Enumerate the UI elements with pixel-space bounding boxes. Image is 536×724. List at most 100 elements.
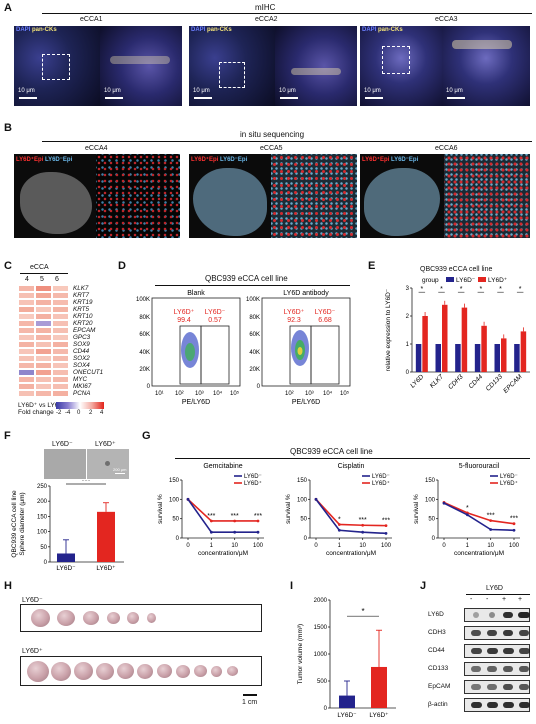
heatmap-cell [18, 306, 35, 313]
x-tick-label: EPCAM [502, 373, 524, 395]
colorbar-tick: 4 [100, 410, 104, 416]
x-tick-label: 1 [466, 543, 470, 549]
panck-tag: pan-CKs [207, 27, 232, 33]
line-pos [315, 498, 387, 527]
tumor [147, 613, 156, 623]
chart-i: 0 500 1000 1500 2000 LY6D⁻ LY6D⁺ * Tumor volume … [297, 598, 396, 719]
xtick: 10³ [195, 391, 204, 397]
tumor [27, 661, 49, 682]
data-point [384, 524, 388, 528]
mihc-zoom-3: 10 μm [442, 26, 530, 106]
xtick: 10⁴ [213, 390, 223, 397]
gate-label-pos: LY6D⁺ [174, 309, 195, 316]
wb-band [487, 684, 497, 690]
heatmap-cell [35, 320, 52, 327]
bar-pos [520, 331, 527, 372]
flow-plot-antibody-frame [261, 297, 351, 387]
xtick: 10⁴ [323, 390, 333, 397]
y-axis-label: Tumor volume (mm³) [297, 624, 304, 684]
tumor [107, 612, 120, 624]
flow-plot-blank-frame [151, 297, 241, 387]
y-tick-label: 50 [40, 545, 47, 551]
bar-neg [435, 344, 441, 372]
bar-neg [455, 344, 461, 372]
line-neg [187, 498, 258, 533]
heatmap-cell [35, 376, 52, 383]
y-tick-label: 150 [297, 478, 308, 484]
xtick: 10³ [305, 391, 314, 397]
wb-band [519, 684, 529, 690]
wb-strip [464, 608, 530, 622]
legend-swatch-pos [478, 277, 486, 282]
data-point [384, 531, 388, 535]
ly6d-neg-tag: LY6D⁻Epi [390, 157, 419, 163]
panel-label-a: A [4, 2, 12, 14]
x-axis-label: concentration/μM [454, 550, 504, 557]
heatmap-cell [18, 299, 35, 306]
heatmap-colorbar-ticks: -2 -4 0 2 4 [56, 410, 108, 418]
xtick: 10¹ [155, 391, 164, 397]
data-point [337, 528, 341, 532]
heatmap-cell [52, 355, 69, 362]
wb-band [518, 612, 530, 618]
heatmap-cell [18, 313, 35, 320]
bar-pos [442, 304, 448, 372]
x-tick-label: 1 [338, 543, 342, 549]
bar-pos [501, 338, 507, 372]
panel-label-d: D [118, 260, 126, 272]
wb-header: LY6D [486, 585, 503, 592]
x-tick-label: 100 [253, 543, 264, 549]
heatmap-col-4: 4 [25, 276, 29, 283]
xtick: 10⁵ [340, 390, 350, 397]
ly6d-pos-tag: LY6D⁺Epi [362, 157, 390, 163]
line-pos [187, 498, 258, 522]
tumor-row-pos [20, 656, 262, 686]
heatmap-cell [52, 327, 69, 334]
wb-band [518, 648, 530, 654]
sig-marker: * [479, 286, 482, 293]
heatmap-cell [35, 348, 52, 355]
bar-neg [514, 344, 520, 372]
ly6d-neg-tag: LY6D⁻Epi [219, 157, 248, 163]
legend-label-pos: LY6D⁺ [500, 480, 518, 487]
heatmap-cell [35, 334, 52, 341]
gate-neg-blank [200, 325, 230, 385]
sample-ecca3: eCCA3 [435, 16, 458, 23]
lane-sign: - [486, 596, 489, 603]
y-tick-label: 150 [169, 478, 180, 484]
wb-header-line [466, 594, 530, 595]
wb-protein-label: LY6D [428, 611, 444, 618]
heatmap-gene-label: EPCAM [73, 326, 96, 334]
sig-marker: * [499, 286, 502, 293]
ytick: 100K [136, 297, 150, 303]
heatmap-cell [18, 369, 35, 376]
tumor [157, 664, 172, 678]
heatmap-cell [52, 299, 69, 306]
heatmap-cell [18, 390, 35, 397]
wb-band [502, 648, 514, 654]
iss-overview-4: LY6D⁺Epi LY6D⁻Epi [14, 154, 96, 238]
y-tick-label: 0 [44, 560, 48, 566]
xtick: 10⁵ [230, 390, 240, 397]
colorbar-tick: 0 [77, 410, 81, 416]
data-point [361, 523, 365, 527]
y-tick-label: 50 [300, 517, 307, 523]
heatmap-gene-label: SOX2 [73, 354, 90, 362]
x-tick-label: 100 [509, 543, 520, 549]
panel-label-i: I [290, 580, 294, 592]
wb-protein-label: CD44 [428, 647, 445, 654]
wb-band [470, 702, 482, 708]
x-tick-label: 0 [442, 543, 446, 549]
heatmap-cell [35, 285, 52, 292]
flow-header-line [155, 285, 350, 286]
ly6d-pos-tag: LY6D⁺Epi [191, 157, 219, 163]
y-tick-label: 100 [169, 497, 180, 503]
wb-protein-label: CDH3 [428, 629, 446, 636]
panel-label-g: G [142, 430, 151, 442]
wb-band [518, 702, 530, 708]
heatmap-gene-labels: KLK7 KRT7 KRT19 KRT5 KRT10 KRT20 EPCAM GPC3 SOX9… [73, 285, 113, 397]
legend-label-neg: LY6D⁻ [456, 277, 476, 284]
legend-title: group [422, 277, 439, 284]
heatmap-header-line [20, 273, 68, 274]
y-tick-label: 100 [37, 530, 48, 536]
